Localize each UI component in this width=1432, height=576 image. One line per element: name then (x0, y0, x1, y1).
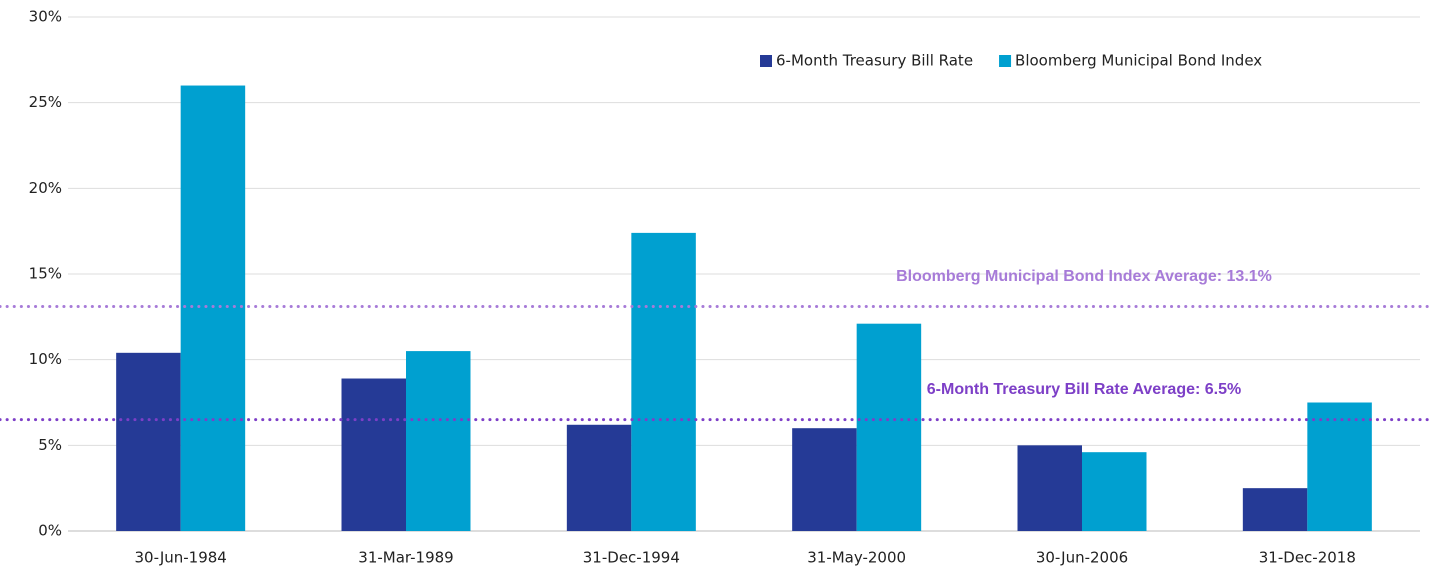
y-tick-label: 30% (29, 8, 62, 26)
average-label: 6-Month Treasury Bill Rate Average: 6.5% (927, 381, 1241, 398)
legend-label: 6-Month Treasury Bill Rate (776, 52, 973, 70)
bar (1082, 452, 1147, 531)
x-tick-label: 30-Jun-1984 (134, 549, 226, 567)
x-tick-label: 30-Jun-2006 (1036, 549, 1128, 567)
legend-label: Bloomberg Municipal Bond Index (1015, 52, 1262, 70)
bar (180, 85, 246, 532)
bar (341, 378, 406, 531)
legend-swatch (760, 55, 772, 67)
bar (1017, 445, 1082, 531)
legend-swatch (999, 55, 1012, 67)
bar (406, 351, 471, 531)
bar (1242, 488, 1308, 531)
x-tick-label: 31-Mar-1989 (358, 549, 453, 567)
x-tick-label: 31-May-2000 (807, 549, 906, 567)
y-tick-label: 0% (38, 522, 62, 540)
average-label: Bloomberg Municipal Bond Index Average: … (896, 268, 1272, 285)
y-tick-label: 20% (29, 179, 62, 197)
x-tick-label: 31-Dec-1994 (583, 549, 680, 567)
y-tick-label: 15% (29, 265, 62, 283)
x-tick-label: 31-Dec-2018 (1259, 549, 1356, 567)
y-tick-label: 10% (29, 350, 62, 368)
bar (631, 232, 696, 531)
bar (566, 424, 632, 531)
y-tick-label: 25% (29, 93, 62, 111)
bar (792, 428, 857, 531)
bar (116, 352, 181, 531)
bar (856, 323, 922, 531)
y-tick-label: 5% (38, 436, 62, 454)
bar (1307, 402, 1372, 531)
